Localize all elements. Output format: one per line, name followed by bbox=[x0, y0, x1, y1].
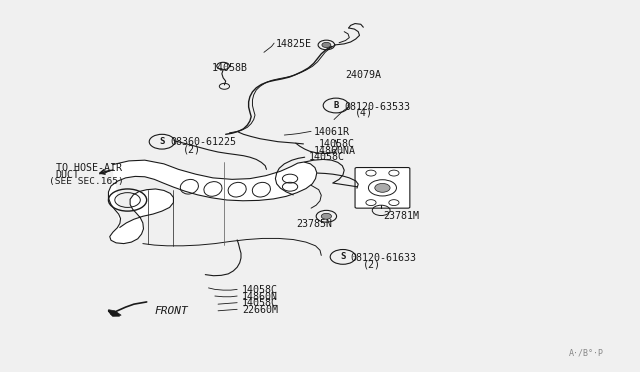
Circle shape bbox=[322, 42, 331, 48]
Text: 14061R: 14061R bbox=[314, 128, 349, 138]
Text: FRONT: FRONT bbox=[154, 306, 188, 316]
Polygon shape bbox=[108, 160, 317, 244]
Text: 14058C: 14058C bbox=[243, 285, 278, 295]
Text: 23781M: 23781M bbox=[384, 211, 420, 221]
Text: B: B bbox=[333, 101, 339, 110]
Text: 14825E: 14825E bbox=[275, 39, 312, 49]
Text: 14058C: 14058C bbox=[319, 139, 355, 149]
Text: 08120-61633: 08120-61633 bbox=[351, 253, 417, 263]
Circle shape bbox=[375, 183, 390, 192]
Text: 24079A: 24079A bbox=[346, 70, 381, 80]
Text: 14058C: 14058C bbox=[243, 298, 278, 308]
Circle shape bbox=[321, 213, 332, 219]
Text: (2): (2) bbox=[363, 260, 381, 270]
Text: (SEE SEC.165): (SEE SEC.165) bbox=[49, 177, 124, 186]
Text: 22660M: 22660M bbox=[243, 305, 278, 315]
Text: 14058B: 14058B bbox=[212, 63, 248, 73]
Text: S: S bbox=[340, 252, 346, 262]
Text: 14058C: 14058C bbox=[309, 152, 345, 162]
Text: 14860N: 14860N bbox=[243, 292, 278, 302]
Text: DUCT: DUCT bbox=[56, 170, 79, 180]
Text: 14860NA: 14860NA bbox=[314, 145, 356, 155]
Text: 23785N: 23785N bbox=[296, 219, 332, 229]
Text: 08360-61225: 08360-61225 bbox=[170, 137, 236, 147]
Polygon shape bbox=[108, 310, 121, 316]
Text: S: S bbox=[159, 137, 164, 146]
Text: A·/B°·P: A·/B°·P bbox=[568, 349, 604, 357]
Text: TO HOSE-AIR: TO HOSE-AIR bbox=[56, 163, 122, 173]
Text: (2): (2) bbox=[183, 144, 201, 154]
Text: (4): (4) bbox=[355, 108, 373, 118]
Text: 08120-63533: 08120-63533 bbox=[344, 102, 410, 112]
FancyBboxPatch shape bbox=[355, 167, 410, 208]
